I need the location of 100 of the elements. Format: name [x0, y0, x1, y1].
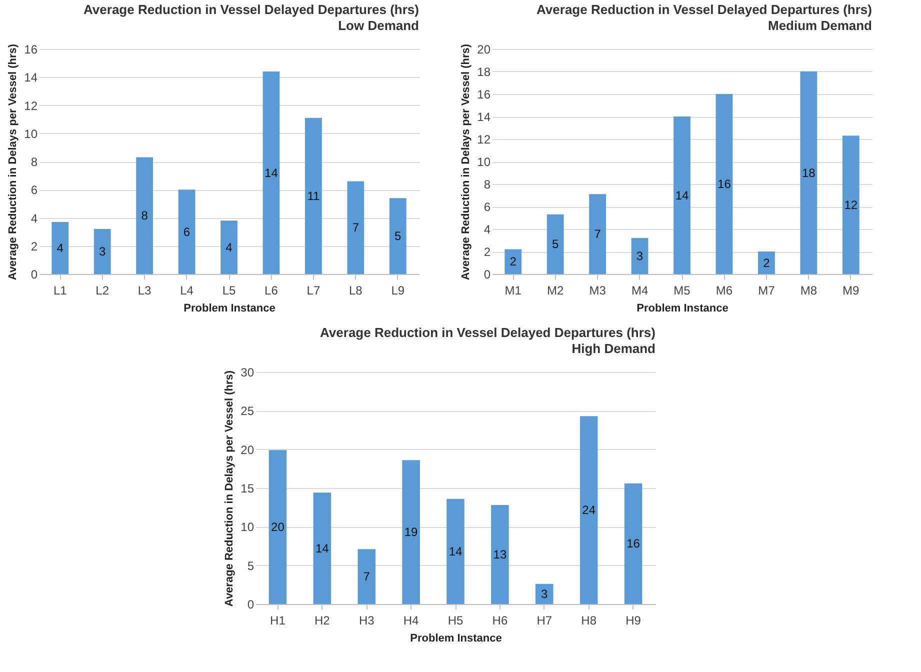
y-tick-label: 6 — [30, 183, 38, 198]
data-label: 8 — [141, 208, 148, 223]
data-label: 24 — [582, 503, 596, 518]
data-label: 14 — [675, 188, 689, 202]
y-axis-title: Average Reduction in Delays per Vessel (hrs) — [7, 44, 20, 280]
data-label: 5 — [552, 237, 559, 252]
x-tick-label: M5 — [674, 284, 691, 298]
y-tick-label: 20 — [477, 42, 491, 56]
y-tick-label: 30 — [240, 366, 254, 380]
y-tick-label: 8 — [484, 178, 491, 192]
data-label: 14 — [264, 166, 278, 180]
bar — [262, 72, 280, 274]
data-label: 14 — [315, 541, 330, 556]
bar — [800, 72, 818, 274]
x-tick-label: L7 — [306, 284, 320, 298]
chart-title: Average Reduction in Vessel Delayed Departures (hrs) — [320, 325, 656, 340]
x-axis-title: Problem Instance — [410, 632, 502, 644]
y-tick-label: 10 — [240, 520, 254, 534]
bar — [446, 498, 464, 604]
y-tick-label: 0 — [30, 268, 38, 282]
data-label: 18 — [802, 166, 816, 180]
data-label: 4 — [226, 240, 233, 254]
y-tick-label: 16 — [477, 88, 491, 102]
chart-title: Average Reduction in Vessel Delayed Departures (hrs) — [84, 2, 419, 17]
bar — [758, 252, 775, 274]
x-tick-label: L6 — [264, 284, 278, 298]
bar — [580, 416, 598, 604]
x-tick-label: M9 — [842, 284, 860, 298]
data-label: 3 — [636, 249, 644, 263]
data-label: 13 — [493, 548, 507, 562]
data-label: 12 — [844, 198, 858, 212]
bar — [94, 229, 111, 274]
x-tick-label: L9 — [391, 284, 405, 298]
y-tick-label: 4 — [30, 211, 38, 226]
data-label: 6 — [183, 224, 190, 239]
x-tick-label: M2 — [546, 284, 564, 298]
data-label: 3 — [541, 586, 548, 601]
y-tick-label: 8 — [30, 155, 38, 169]
y-tick-label: 0 — [247, 598, 254, 612]
x-tick-label: M7 — [758, 284, 776, 298]
data-label: 19 — [404, 525, 418, 540]
chart-subtitle: Low Demand — [338, 18, 420, 33]
chart-subtitle: High Demand — [572, 341, 656, 356]
y-tick-label: 15 — [240, 482, 254, 496]
x-tick-label: H6 — [492, 614, 508, 628]
y-tick-label: 12 — [477, 132, 491, 146]
x-axis-title: Problem Instance — [636, 302, 728, 314]
data-label: 2 — [510, 254, 517, 269]
x-tick-label: M8 — [800, 284, 818, 298]
y-tick-label: 18 — [477, 65, 491, 79]
y-tick-label: 20 — [240, 442, 254, 457]
x-tick-label: L1 — [53, 284, 68, 298]
y-tick-label: 12 — [24, 98, 38, 113]
x-tick-label: H2 — [314, 614, 330, 628]
bar — [504, 249, 522, 274]
x-tick-label: M1 — [504, 284, 522, 298]
data-label: 7 — [594, 227, 602, 242]
bar — [268, 450, 287, 604]
y-tick-label: 0 — [484, 268, 491, 282]
x-tick-label: L5 — [222, 284, 236, 298]
bar — [716, 94, 733, 274]
y-tick-label: 25 — [240, 404, 254, 418]
data-label: 11 — [307, 188, 320, 203]
data-label: 3 — [98, 244, 106, 258]
chart-subtitle: Medium Demand — [768, 18, 872, 33]
y-tick-label: 4 — [484, 222, 491, 236]
x-tick-label: M3 — [589, 284, 606, 298]
data-label: 14 — [448, 544, 462, 558]
bar — [305, 118, 322, 274]
y-axis-title: Average Reduction in Delays per Vessel (hrs) — [460, 44, 472, 280]
x-tick-label: H8 — [581, 614, 597, 628]
bar — [589, 194, 606, 274]
bar — [624, 483, 642, 604]
x-tick-label: L2 — [96, 284, 110, 298]
bar — [389, 198, 406, 274]
x-tick-label: H9 — [626, 614, 642, 628]
bar — [52, 222, 69, 274]
data-label: 5 — [394, 229, 402, 244]
bar — [358, 549, 376, 604]
y-tick-label: 16 — [24, 42, 38, 56]
y-axis-title: Average Reduction in Delays per Vessel (hrs) — [224, 370, 236, 607]
x-tick-label: L4 — [180, 284, 194, 298]
y-tick-label: 2 — [484, 245, 491, 259]
bar — [546, 214, 564, 274]
y-tick-label: 10 — [477, 155, 491, 169]
y-tick-label: 14 — [477, 110, 491, 124]
x-tick-label: H5 — [448, 614, 464, 628]
data-label: 7 — [363, 570, 370, 584]
y-tick-label: 6 — [484, 200, 491, 214]
y-tick-label: 2 — [30, 239, 38, 254]
data-label: 16 — [718, 177, 732, 191]
bar — [136, 157, 153, 274]
bar — [491, 505, 509, 604]
bar — [631, 238, 648, 274]
x-tick-label: M6 — [716, 284, 733, 298]
y-tick-label: 14 — [24, 70, 38, 85]
bar — [178, 190, 196, 274]
x-tick-label: H1 — [270, 614, 286, 628]
data-label: 16 — [626, 536, 640, 551]
x-tick-label: H4 — [403, 614, 420, 628]
